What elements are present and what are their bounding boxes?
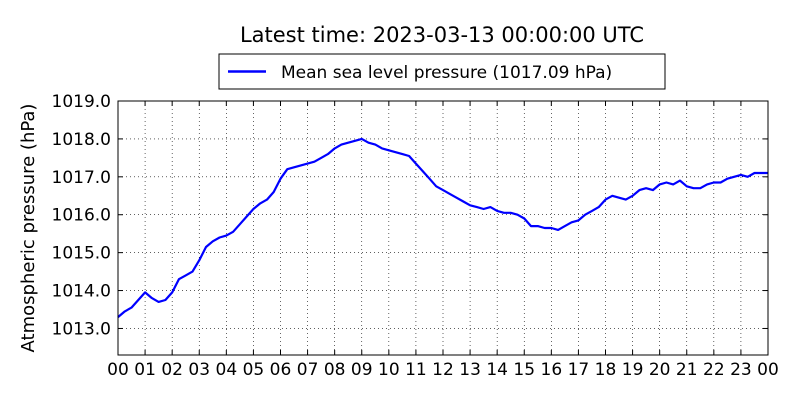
- x-tick-label: 12: [432, 360, 454, 380]
- x-tick-label: 04: [216, 360, 238, 380]
- y-tick-label: 1016.0: [52, 206, 111, 226]
- x-tick-label: 18: [595, 360, 617, 380]
- y-tick-label: 1018.0: [52, 130, 111, 150]
- y-tick-label: 1019.0: [52, 92, 111, 112]
- y-tick-label: 1015.0: [52, 244, 111, 264]
- x-tick-label: 03: [188, 360, 210, 380]
- chart-title: Latest time: 2023-03-13 00:00:00 UTC: [240, 23, 644, 47]
- series: [117, 137, 768, 318]
- x-tick-label: 00: [757, 360, 779, 380]
- x-tick-label: 08: [324, 360, 346, 380]
- legend-label: Mean sea level pressure (1017.09 hPa): [281, 63, 612, 83]
- x-tick-label: 15: [513, 360, 535, 380]
- x-tick-label: 00: [107, 360, 129, 380]
- y-tick-label: 1013.0: [52, 319, 111, 339]
- x-tick-label: 21: [676, 360, 698, 380]
- x-tick-label: 23: [730, 360, 752, 380]
- plot-frame: [117, 100, 769, 356]
- x-tick-label: 20: [649, 360, 671, 380]
- x-tick-label: 01: [134, 360, 156, 380]
- x-tick-label: 02: [161, 360, 183, 380]
- y-axis-label: Atmospheric pressure (hPa): [18, 104, 39, 353]
- x-tick-label: 22: [703, 360, 725, 380]
- y-tick-label: 1017.0: [52, 168, 111, 188]
- x-tick-label: 07: [297, 360, 319, 380]
- tick-labels: 00 01 02 03 04 05 06 07 08 09 10 11 12 13 14 15 16 17 18 19…: [52, 92, 779, 380]
- x-tick-label: 09: [351, 360, 373, 380]
- y-tick-label: 1014.0: [52, 282, 111, 302]
- x-tick-label: 13: [459, 360, 481, 380]
- x-tick-label: 11: [405, 360, 427, 380]
- x-tick-label: 16: [541, 360, 563, 380]
- x-tick-label: 14: [486, 360, 508, 380]
- x-tick-label: 06: [270, 360, 292, 380]
- x-tick-label: 17: [568, 360, 590, 380]
- x-tick-label: 19: [622, 360, 644, 380]
- grid: [117, 100, 769, 355]
- x-tick-label: 10: [378, 360, 400, 380]
- legend: Mean sea level pressure (1017.09 hPa): [218, 53, 666, 90]
- series-line-mean-sea-level-pressure: [117, 137, 768, 318]
- x-tick-label: 05: [243, 360, 265, 380]
- legend-box: [218, 53, 666, 90]
